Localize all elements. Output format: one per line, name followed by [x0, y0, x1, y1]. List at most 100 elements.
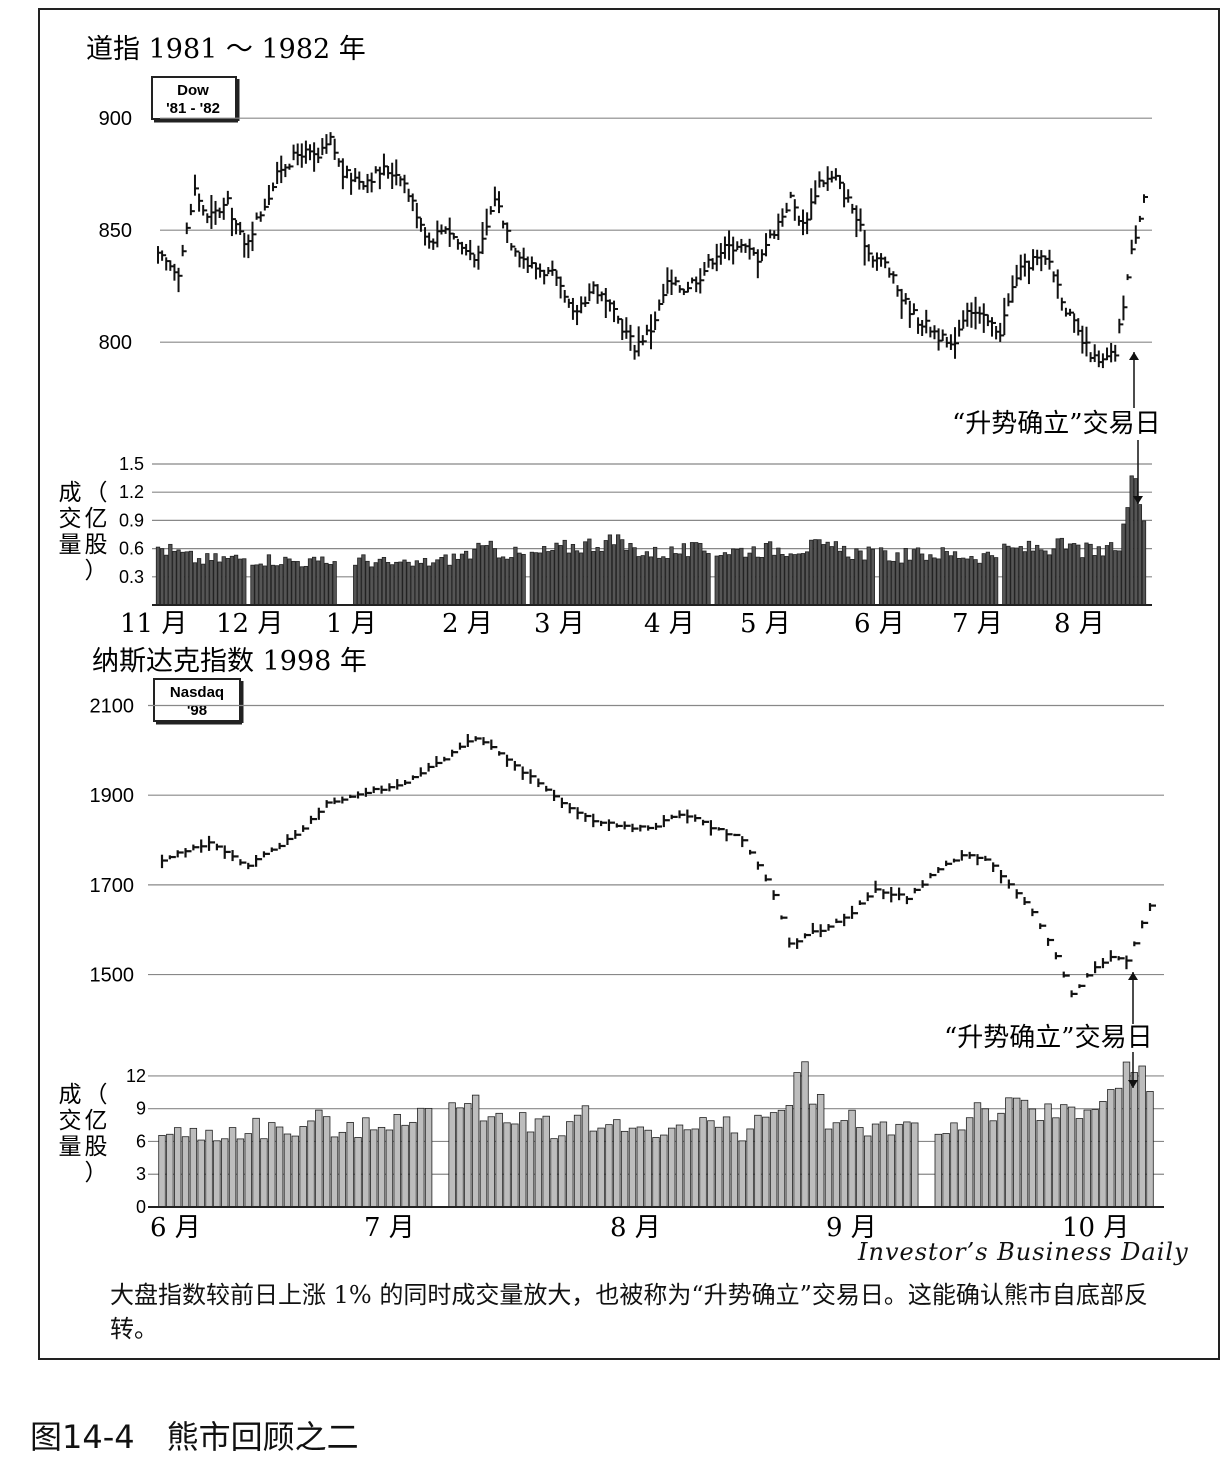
- x-month-label: 10 月: [1062, 1213, 1129, 1243]
- volume-bar: [665, 558, 670, 606]
- volume-bar: [754, 1114, 762, 1208]
- volume-bar: [763, 543, 769, 606]
- volume-tick-label: 1.2: [119, 482, 144, 502]
- volume-bar: [599, 550, 604, 606]
- volume-bar: [657, 557, 662, 606]
- volume-bar: [500, 556, 506, 606]
- volume-bar: [275, 1126, 284, 1208]
- volume-bar: [817, 539, 822, 606]
- volume-bar: [652, 1137, 660, 1208]
- volume-bar: [260, 1138, 268, 1208]
- volume-bar: [870, 548, 875, 606]
- volume-bar: [158, 1134, 166, 1208]
- volume-bar: [675, 1124, 684, 1208]
- volume-bar: [233, 554, 239, 606]
- volume-bar: [409, 1121, 417, 1208]
- volume-bar: [173, 1127, 182, 1208]
- volume-bar: [611, 544, 617, 606]
- volume-axis-label-char: ）: [85, 1160, 108, 1186]
- volume-bar: [447, 564, 452, 606]
- volume-bar: [850, 558, 855, 606]
- arrow-head: [1128, 972, 1138, 980]
- volume-bar: [1137, 504, 1143, 606]
- volume-bar: [726, 554, 732, 606]
- volume-bar: [848, 1109, 856, 1208]
- volume-bar: [759, 556, 765, 606]
- volume-bar: [924, 559, 929, 606]
- volume-bar: [373, 562, 378, 606]
- volume-bar: [180, 551, 185, 606]
- volume-bar: [542, 546, 547, 606]
- x-month-label: 12 月: [216, 609, 283, 639]
- volume-bar: [915, 547, 921, 606]
- volume-bar: [353, 564, 358, 606]
- volume-bar: [730, 1132, 739, 1208]
- volume-bar: [932, 557, 937, 606]
- volume-bar: [468, 558, 473, 606]
- volume-bar: [566, 1121, 574, 1208]
- volume-bar: [213, 1140, 221, 1208]
- volume-bar: [484, 545, 489, 606]
- volume-bar: [989, 1120, 997, 1208]
- volume-bar: [1130, 1072, 1139, 1208]
- volume-bar: [952, 551, 958, 606]
- volume-bar: [595, 547, 600, 606]
- volume-bar: [188, 550, 193, 606]
- volume-axis-label-char: 股: [85, 1134, 108, 1160]
- volume-bar: [644, 551, 650, 606]
- x-month-label: 1 月: [326, 609, 377, 639]
- volume-bar: [579, 552, 584, 606]
- volume-axis-label-char: 成: [59, 480, 82, 506]
- volume-bars: [155, 475, 1147, 606]
- volume-bar: [476, 542, 481, 606]
- volume-bar: [769, 1112, 778, 1208]
- volume-bar: [155, 546, 161, 606]
- volume-bar: [1055, 538, 1060, 606]
- volume-bar: [393, 1114, 401, 1208]
- volume-bar: [1141, 520, 1147, 606]
- volume-bar: [846, 556, 851, 606]
- volume-bar: [715, 1126, 723, 1208]
- volume-bar: [209, 560, 214, 606]
- volume-bar: [620, 1130, 629, 1208]
- volume-bar: [394, 561, 399, 606]
- volume-bar: [550, 1138, 558, 1208]
- volume-bar: [858, 550, 863, 606]
- volume-bar: [956, 557, 962, 606]
- volume-bar: [866, 546, 871, 606]
- volume-axis-label-char: 亿: [85, 1108, 108, 1134]
- volume-bar: [258, 563, 263, 606]
- volume-bar: [1129, 475, 1134, 606]
- volume-bar: [390, 564, 395, 606]
- price-tick-label: 1500: [90, 965, 135, 987]
- volume-bar: [270, 564, 276, 606]
- volume-bar: [825, 541, 830, 606]
- volume-bar: [1146, 1091, 1154, 1208]
- volume-bar: [159, 548, 165, 606]
- volume-bar: [513, 546, 518, 606]
- volume-bar: [472, 548, 477, 606]
- volume-bar: [381, 556, 387, 606]
- volume-bar: [722, 1116, 731, 1208]
- x-month-label: 7 月: [364, 1213, 415, 1243]
- volume-bar: [295, 561, 300, 606]
- volume-bar: [1067, 1106, 1076, 1208]
- volume-bar: [299, 566, 304, 606]
- volume-axis-label-char: （: [85, 480, 108, 506]
- volume-bar: [228, 1127, 237, 1208]
- nasdaq-annotation: “升势确立”交易日: [944, 1023, 1153, 1053]
- volume-bar: [777, 1109, 786, 1208]
- volume-bar: [1014, 547, 1019, 606]
- price-tick-label: 2100: [90, 695, 135, 717]
- volume-bar: [332, 561, 337, 606]
- volume-bar: [673, 553, 678, 606]
- volume-bar: [496, 557, 502, 606]
- volume-bar: [942, 1133, 950, 1208]
- x-month-label: 6 月: [854, 609, 905, 639]
- volume-bar: [1039, 549, 1044, 606]
- volume-bar: [895, 1123, 903, 1208]
- volume-bar: [1076, 544, 1081, 606]
- volume-tick-label: 0: [136, 1197, 146, 1217]
- volume-bar: [669, 546, 674, 606]
- volume-bar: [1092, 555, 1097, 606]
